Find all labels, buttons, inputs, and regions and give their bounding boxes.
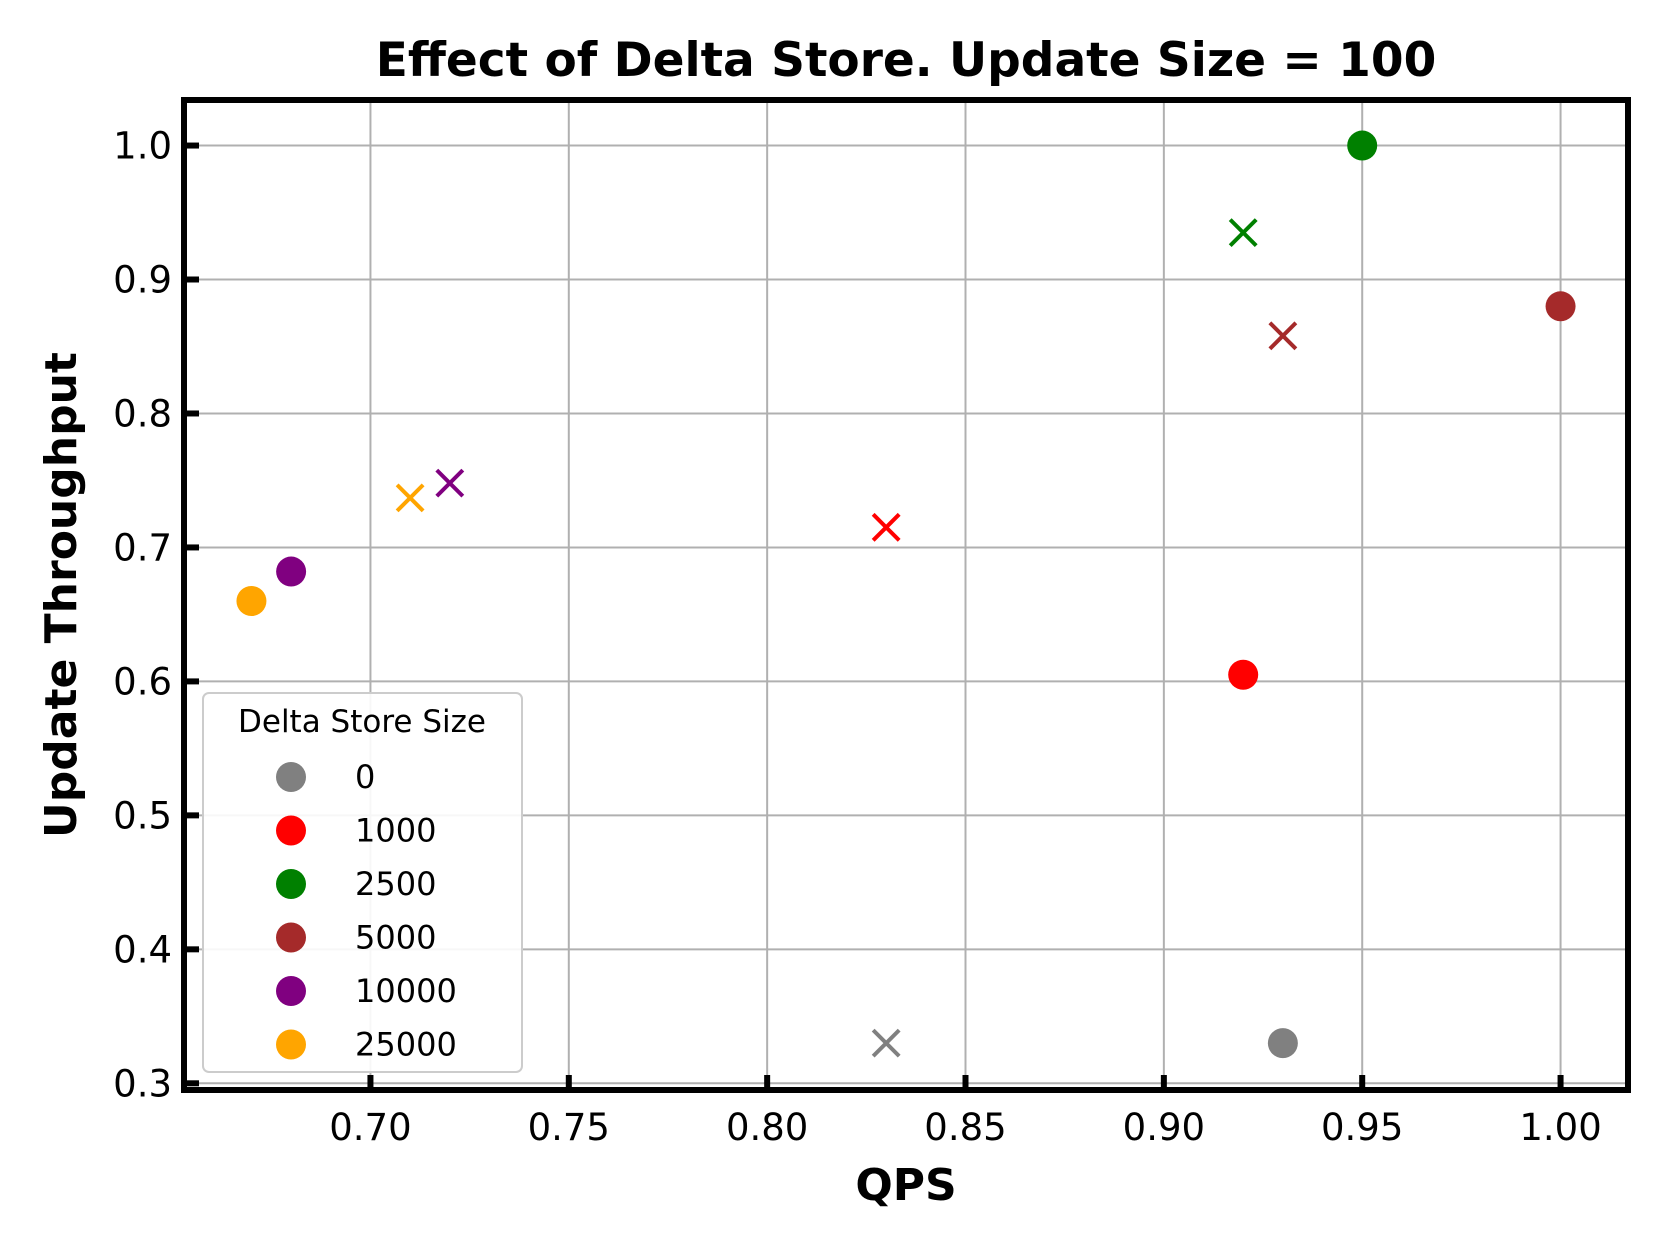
legend-marker-10000 xyxy=(276,976,306,1006)
x-tick-label: 0.95 xyxy=(1321,1106,1403,1149)
points-layer xyxy=(236,130,1576,1059)
legend: Delta Store Size 0 1000 2500 5000 10000 25000 xyxy=(202,692,523,1073)
y-tick-label: 0.5 xyxy=(113,794,172,837)
data-point-circle-2500 xyxy=(1347,130,1378,161)
y-tick-label: 0.7 xyxy=(113,526,172,569)
data-point-circle-0 xyxy=(1267,1028,1298,1059)
legend-label-10000: 10000 xyxy=(355,972,457,1010)
data-point-cross-2500 xyxy=(1228,218,1258,248)
legend-label-1000: 1000 xyxy=(355,812,436,850)
legend-label-2500: 2500 xyxy=(355,865,436,903)
data-point-cross-5000 xyxy=(1268,321,1298,351)
legend-title: Delta Store Size xyxy=(238,704,486,740)
data-point-circle-10000 xyxy=(276,556,307,587)
cross-stroke xyxy=(871,512,901,542)
cross-stroke xyxy=(1228,218,1258,248)
legend-marker-2500 xyxy=(276,869,306,899)
x-tick-label: 0.80 xyxy=(726,1106,808,1149)
legend-marker-0 xyxy=(276,762,306,792)
cross-stroke xyxy=(435,468,465,498)
legend-label-0: 0 xyxy=(355,758,375,796)
legend-marker-25000 xyxy=(276,1029,306,1060)
data-point-cross-10000 xyxy=(435,468,465,498)
x-tick-label: 0.70 xyxy=(329,1106,411,1149)
x-axis-label: QPS xyxy=(855,1160,956,1211)
y-tick-label: 0.9 xyxy=(113,259,172,302)
y-tick-label: 0.8 xyxy=(113,392,172,435)
data-point-circle-1000 xyxy=(1228,659,1259,690)
data-point-circle-25000 xyxy=(236,586,267,617)
y-axis-label: Update Throughput xyxy=(36,352,87,838)
y-tick-label: 0.6 xyxy=(113,660,172,703)
cross-stroke xyxy=(1268,321,1298,351)
plot-frame xyxy=(181,97,1631,1093)
cross-stroke xyxy=(395,483,425,513)
x-tick-label: 1.00 xyxy=(1519,1106,1601,1149)
y-tick-label: 1.0 xyxy=(113,125,172,168)
x-tick-label: 0.90 xyxy=(1123,1106,1205,1149)
cross-stroke xyxy=(871,1028,901,1058)
legend-label-25000: 25000 xyxy=(355,1026,457,1064)
data-point-circle-5000 xyxy=(1545,291,1576,322)
chart-title: Effect of Delta Store. Update Size = 100 xyxy=(376,33,1437,88)
legend-items: 0 1000 2500 5000 10000 25000 xyxy=(276,758,457,1064)
legend-label-5000: 5000 xyxy=(355,919,436,957)
data-point-cross-25000 xyxy=(395,483,425,513)
x-tick-label: 0.75 xyxy=(528,1106,610,1149)
data-point-cross-0 xyxy=(871,1028,901,1058)
legend-marker-1000 xyxy=(276,815,306,846)
data-point-cross-1000 xyxy=(871,512,901,542)
legend-marker-5000 xyxy=(276,922,306,953)
y-tick-label: 0.3 xyxy=(113,1062,172,1105)
x-tick-label: 0.85 xyxy=(924,1106,1006,1149)
y-tick-label: 0.4 xyxy=(113,928,172,971)
